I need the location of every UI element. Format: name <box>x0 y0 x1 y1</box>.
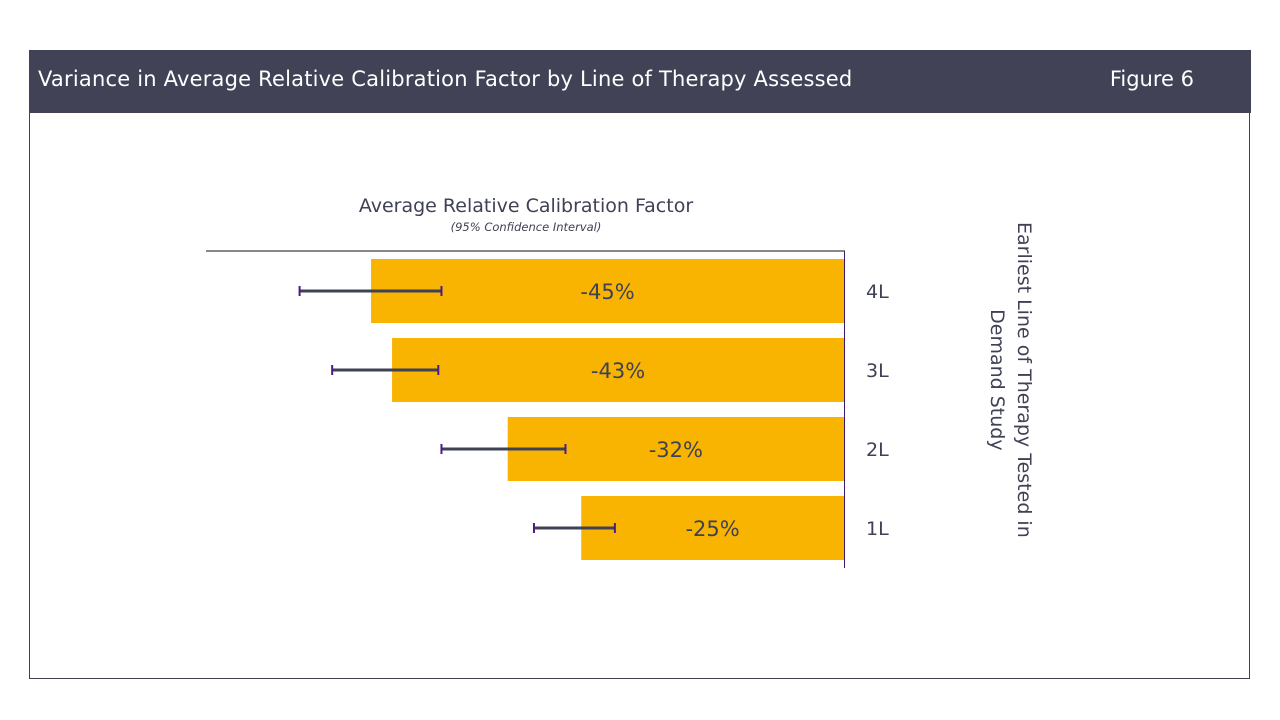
category-label-1L: 1L <box>866 518 889 540</box>
chart-subtitle: (95% Confidence Interval) <box>450 220 602 234</box>
y-axis-label: Earliest Line of Therapy Tested in Deman… <box>983 222 1037 538</box>
bar-value-label-2L: -32% <box>649 438 703 462</box>
bar-3L <box>392 338 844 402</box>
bar-value-label-1L: -25% <box>685 517 739 541</box>
category-label-2L: 2L <box>866 439 889 461</box>
figure-title: Variance in Average Relative Calibration… <box>38 67 853 91</box>
figure-header: Variance in Average Relative Calibration… <box>29 50 1251 113</box>
category-label-3L: 3L <box>866 360 889 382</box>
chart-title: Average Relative Calibration Factor <box>358 195 694 217</box>
y-axis-label-line-2: Demand Study <box>986 309 1008 451</box>
bar-value-label-3L: -43% <box>591 359 645 383</box>
bar-1L <box>581 496 844 560</box>
y-axis-label-line-1: Earliest Line of Therapy Tested in <box>1013 222 1035 538</box>
category-label-4L: 4L <box>866 281 889 303</box>
bar-4L <box>371 259 844 323</box>
bar-value-label-4L: -45% <box>580 280 634 304</box>
figure-number: Figure 6 <box>1109 67 1194 91</box>
